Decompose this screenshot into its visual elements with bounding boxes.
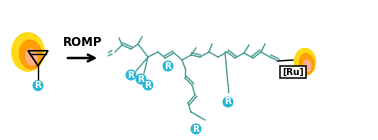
Ellipse shape bbox=[299, 54, 314, 74]
Text: R: R bbox=[144, 80, 152, 89]
Circle shape bbox=[126, 70, 136, 80]
Text: ROMP: ROMP bbox=[63, 36, 102, 49]
Circle shape bbox=[223, 97, 233, 107]
Ellipse shape bbox=[12, 33, 44, 71]
Circle shape bbox=[163, 61, 173, 71]
Text: R: R bbox=[164, 61, 172, 71]
Circle shape bbox=[143, 80, 153, 90]
Text: R: R bbox=[225, 97, 231, 107]
Text: R: R bbox=[34, 81, 42, 90]
Ellipse shape bbox=[19, 40, 42, 69]
Text: R: R bbox=[138, 74, 144, 83]
Circle shape bbox=[191, 124, 201, 134]
Ellipse shape bbox=[304, 60, 311, 71]
Text: [Ru]: [Ru] bbox=[282, 67, 304, 76]
Circle shape bbox=[33, 81, 43, 90]
Text: R: R bbox=[192, 124, 200, 134]
Ellipse shape bbox=[294, 48, 316, 75]
Text: R: R bbox=[127, 71, 135, 80]
Circle shape bbox=[136, 74, 146, 84]
Ellipse shape bbox=[26, 49, 37, 65]
